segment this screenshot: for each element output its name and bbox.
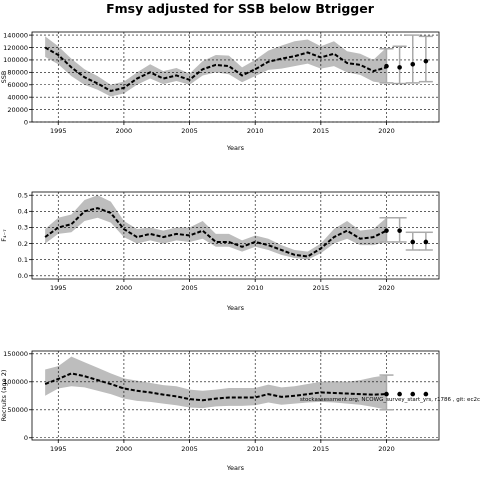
recruits-forecast-point <box>397 391 402 397</box>
recruits-panel: 1995 2000 2005 2010 2015 2020 0 50000 100000 1500… <box>0 350 440 472</box>
recruits-ytick-label: 50000 <box>7 406 28 414</box>
ssb-forecast-point <box>397 65 402 70</box>
fbar-forecast-point <box>410 239 416 245</box>
recruits-series-line <box>44 372 387 402</box>
recruits-forecast-point <box>423 391 429 397</box>
recruits-xtick-label: 2000 <box>116 445 133 453</box>
ssb-xtick-label: 2015 <box>313 127 330 135</box>
recruits-xlabel: Years <box>226 464 245 472</box>
ssb-ytick-label: 0 <box>24 118 28 126</box>
ssb-ytick-label: 60000 <box>7 81 28 89</box>
recruits-ytick-label: 100000 <box>3 378 28 386</box>
fbar-axes-frame <box>31 191 440 280</box>
ssb-ylabel: SSB <box>0 71 8 84</box>
fbar-xtick-label: 2000 <box>116 284 133 292</box>
recruits-confidence-band <box>45 356 387 410</box>
ssb-confidence-band <box>45 36 387 97</box>
ssb-ytick-label: 40000 <box>7 93 28 101</box>
recruits-xtick-label: 2020 <box>378 445 395 453</box>
fbar-xtick-label: 2010 <box>247 284 264 292</box>
fbar-forecast-point <box>397 228 402 233</box>
ssb-ytick-label: 120000 <box>3 44 28 52</box>
fbar-panel: 1995 2000 2005 2010 2015 2020 0.0 0.1 0.2 0.3 0.4 0… <box>0 191 440 312</box>
fbar-xtick-label: 2005 <box>181 284 198 292</box>
ssb-ytick-label: 20000 <box>7 106 28 114</box>
fbar-xtick-label: 2015 <box>313 284 330 292</box>
recruits-xtick-label: 2005 <box>181 445 198 453</box>
ssb-xtick-label: 2000 <box>116 127 133 135</box>
ssb-forecast-point <box>410 61 416 67</box>
watermark: stockassessment.org, NCOWG_survey_start_… <box>300 397 480 403</box>
fbar-xtick-label: 2020 <box>378 284 395 292</box>
ssb-series-line <box>44 46 387 93</box>
ssb-xtick-label: 2005 <box>181 127 198 135</box>
recruits-xtick-label: 2010 <box>247 445 264 453</box>
fbar-xtick-label: 1995 <box>50 284 67 292</box>
ssb-forecast-point <box>423 58 429 64</box>
recruits-forecast-point <box>410 391 416 397</box>
ssb-panel: 1995 2000 2005 2010 2015 2020 0 20000 40000 60000… <box>0 31 440 152</box>
recruits-ytick-label: 150000 <box>3 350 28 358</box>
fbar-ytick-label: 0.3 <box>18 224 28 232</box>
fbar-forecast-point <box>423 239 429 245</box>
fbar-ytick-label: 0.1 <box>18 256 28 264</box>
figure-title: Fmsy adjusted for SSB below Btrigger <box>106 1 375 16</box>
recruits-ytick-label: 0 <box>24 434 28 442</box>
ssb-xtick-label: 2020 <box>378 127 395 135</box>
ssb-xtick-label: 1995 <box>50 127 67 135</box>
recruits-xtick-label: 1995 <box>50 445 67 453</box>
fbar-xlabel: Years <box>226 304 245 312</box>
fbar-ytick-label: 0.0 <box>18 272 28 280</box>
fbar-ytick-label: 0.4 <box>18 208 28 216</box>
ssb-axes-frame <box>31 31 440 123</box>
fbar-ytick-label: 0.2 <box>18 240 28 248</box>
ssb-ytick-label: 100000 <box>3 56 28 64</box>
recruits-axes-frame <box>31 350 440 441</box>
fbar-forecast-point <box>384 228 389 233</box>
recruits-ylabel: Recruits (age 2) <box>0 370 8 422</box>
fbar-series-line <box>44 207 387 258</box>
ssb-ytick-label: 140000 <box>3 31 28 39</box>
ssb-xtick-label: 2010 <box>247 127 264 135</box>
fbar-ytick-label: 0.5 <box>18 192 28 200</box>
fbar-ylabel: F₄₋₇ <box>0 229 8 242</box>
ssb-forecast-point <box>384 63 389 69</box>
recruits-forecast-point <box>384 391 389 397</box>
ssb-ytick-label: 80000 <box>7 69 28 77</box>
recruits-xtick-label: 2015 <box>313 445 330 453</box>
ssb-xlabel: Years <box>226 144 245 152</box>
